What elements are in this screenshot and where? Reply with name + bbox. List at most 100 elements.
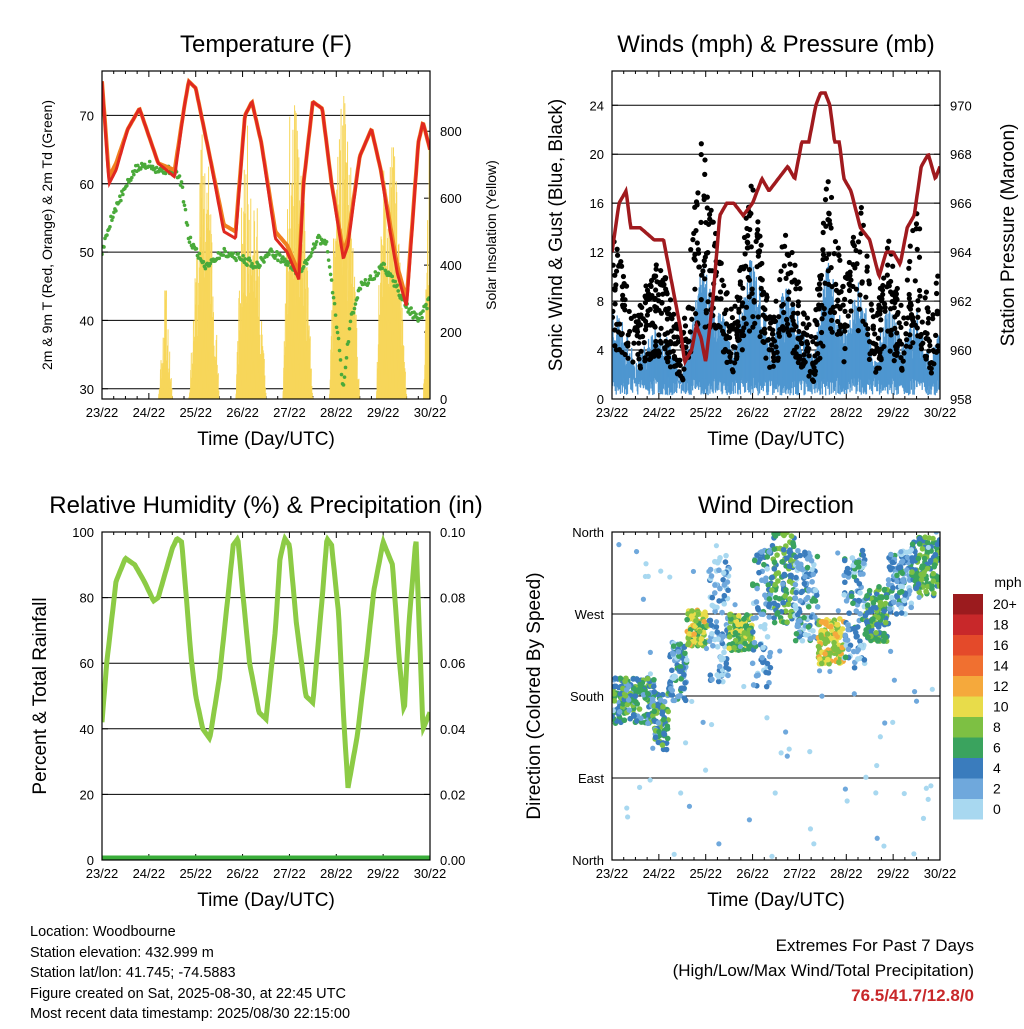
extremes-box: Extremes For Past 7 Days (High/Low/Max W… <box>673 933 974 1008</box>
station-elevation: Station elevation: 432.999 m <box>30 943 350 964</box>
gust-point <box>869 308 874 313</box>
gust-point <box>780 325 785 330</box>
direction-point <box>810 628 816 634</box>
gust-point <box>653 287 658 292</box>
direction-point-scatter <box>892 678 897 683</box>
dewpoint-point <box>348 327 352 331</box>
legend-title: mph <box>994 574 1021 590</box>
direction-point-scatter <box>888 649 893 654</box>
direction-point-scatter <box>827 669 832 674</box>
direction-point <box>875 615 881 621</box>
gust-point <box>805 341 810 346</box>
gust-point <box>625 343 630 348</box>
direction-point <box>712 604 718 610</box>
direction-point-scatter <box>819 693 824 698</box>
direction-point <box>800 589 806 595</box>
gust-point <box>749 184 754 189</box>
direction-point <box>775 610 781 616</box>
direction-point-scatter <box>683 740 688 745</box>
direction-point <box>719 610 725 616</box>
direction-point <box>717 664 723 670</box>
gust-point <box>695 202 700 207</box>
direction-point <box>788 573 794 579</box>
gust-point <box>734 354 739 359</box>
gust-point <box>897 338 902 343</box>
gust-point <box>888 349 893 354</box>
direction-point-scatter <box>808 826 813 831</box>
gust-point <box>674 363 679 368</box>
gust-point <box>778 269 783 274</box>
direction-point-scatter <box>759 612 764 617</box>
gust-point <box>794 281 799 286</box>
direction-point <box>793 638 799 644</box>
gust-point <box>743 251 748 256</box>
gust-point <box>759 243 764 248</box>
gust-point <box>872 331 877 336</box>
direction-point-scatter <box>670 650 675 655</box>
gust-point <box>824 186 829 191</box>
y-tick-label: 100 <box>72 525 94 540</box>
dewpoint-point <box>327 258 331 262</box>
direction-point <box>678 669 684 675</box>
direction-point <box>793 554 799 560</box>
extremes-values: 76.5/41.7/12.8/0 <box>673 983 974 1008</box>
direction-point-scatter <box>921 816 926 821</box>
direction-point <box>849 594 855 600</box>
gust-point <box>847 288 852 293</box>
gust-point <box>784 317 789 322</box>
gust-point <box>934 281 939 286</box>
direction-point <box>682 650 688 656</box>
gust-point <box>733 345 738 350</box>
x-tick-label: 30/22 <box>924 405 957 420</box>
direction-point-scatter <box>911 851 916 856</box>
recent-timestamp: Most recent data timestamp: 2025/08/30 2… <box>30 1004 350 1025</box>
y-tick-label: 0 <box>597 392 604 407</box>
gust-point <box>734 329 739 334</box>
x-tick-label: 30/22 <box>414 866 447 881</box>
dewpoint-point <box>329 273 333 277</box>
gust-point <box>740 347 745 352</box>
gust-point <box>817 356 822 361</box>
legend-swatch <box>953 656 983 677</box>
gust-point <box>860 319 865 324</box>
gust-point <box>783 276 788 281</box>
direction-point-scatter <box>873 790 878 795</box>
gust-point <box>789 250 794 255</box>
direction-point <box>884 595 890 601</box>
gust-point <box>705 299 710 304</box>
gust-point <box>707 212 712 217</box>
gust-point <box>795 311 800 316</box>
direction-point-scatter <box>898 549 903 554</box>
dewpoint-point <box>270 250 274 254</box>
y-tick-label: 70 <box>80 108 94 123</box>
direction-point-scatter <box>811 841 816 846</box>
direction-point <box>693 618 699 624</box>
direction-point <box>661 730 667 736</box>
gust-point <box>890 264 895 269</box>
y2-tick-label: 400 <box>440 258 462 273</box>
gust-point <box>838 331 843 336</box>
x-tick-label: 24/22 <box>643 405 676 420</box>
gust-point <box>888 306 893 311</box>
direction-point <box>772 582 778 588</box>
direction-point <box>715 636 721 642</box>
direction-point <box>691 631 697 637</box>
y2-tick-label: 970 <box>950 98 972 113</box>
gust-point <box>869 302 874 307</box>
gust-point <box>917 226 922 231</box>
gust-point <box>901 350 906 355</box>
gust-point <box>828 326 833 331</box>
direction-point <box>864 619 870 625</box>
direction-point <box>754 599 760 605</box>
direction-point-scatter <box>852 691 857 696</box>
gust-point <box>793 354 798 359</box>
direction-point <box>865 602 871 608</box>
direction-point <box>899 610 905 616</box>
gust-point <box>848 277 853 282</box>
legend-label: 18 <box>993 617 1009 633</box>
gust-point <box>643 283 648 288</box>
y-axis-label: Percent & Total Rainfall <box>30 597 51 794</box>
gust-point <box>836 245 841 250</box>
direction-point <box>846 610 852 616</box>
dewpoint-point <box>337 337 341 341</box>
